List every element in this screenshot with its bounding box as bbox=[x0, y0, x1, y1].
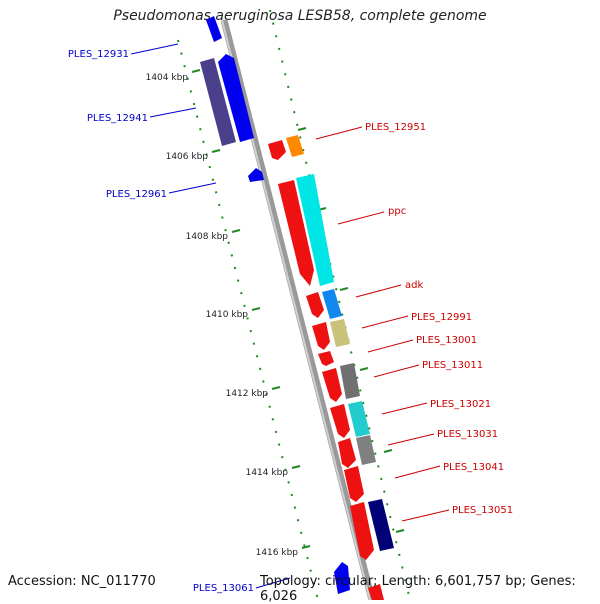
gene-label[interactable]: PLES_12951 bbox=[365, 122, 426, 133]
tick-label: 1408 kbp bbox=[186, 232, 229, 242]
gene-arrow-ples13061[interactable] bbox=[334, 562, 350, 594]
leader-line bbox=[401, 509, 450, 522]
gene-label[interactable]: PLES_12941 bbox=[87, 113, 148, 124]
gene-label[interactable]: PLES_13051 bbox=[452, 505, 513, 516]
gene-label[interactable]: PLES_13031 bbox=[437, 429, 498, 440]
gene-label[interactable]: PLES_12991 bbox=[411, 312, 472, 323]
gene-arrow-top[interactable] bbox=[206, 16, 222, 42]
gene-arrow-ples13031[interactable] bbox=[338, 438, 356, 468]
gene-arrow-ples13001[interactable] bbox=[318, 351, 334, 366]
gene-arrow-bottom[interactable] bbox=[368, 584, 384, 600]
gene-arrow-ppc[interactable] bbox=[278, 180, 314, 286]
gene-label[interactable]: PLES_13011 bbox=[422, 360, 483, 371]
tick-mark bbox=[383, 449, 393, 453]
gene-arrow-adk[interactable] bbox=[306, 292, 324, 318]
gene-labels: PLES_12931 PLES_12941 PLES_12961 PLES_13061… bbox=[68, 43, 513, 594]
forward-strand-genes bbox=[268, 135, 394, 600]
gene-arrow-ples12961[interactable] bbox=[248, 168, 264, 182]
tick-label: 1404 kbp bbox=[146, 73, 189, 83]
tick-labels: 1404 kbp 1406 kbp 1408 kbp 1410 kbp 1412 kbp… bbox=[146, 73, 299, 558]
gene-label[interactable]: ppc bbox=[388, 206, 406, 217]
leader-line bbox=[361, 315, 409, 329]
tick-mark bbox=[251, 307, 261, 311]
tick-mark bbox=[359, 367, 369, 371]
gene-arrow-navy[interactable] bbox=[368, 499, 394, 551]
tick-mark bbox=[191, 69, 201, 73]
gene-label[interactable]: PLES_12931 bbox=[68, 49, 129, 60]
gene-arrow-ples12941[interactable] bbox=[218, 54, 254, 142]
gene-arrow-ples12951[interactable] bbox=[268, 140, 286, 160]
gene-arrow-gray2[interactable] bbox=[356, 435, 376, 465]
gene-arrow-gray1[interactable] bbox=[340, 363, 360, 399]
gene-arrow-khaki[interactable] bbox=[330, 319, 350, 347]
leader-line bbox=[315, 126, 363, 140]
tick-label: 1412 kbp bbox=[226, 389, 269, 399]
gene-label[interactable]: PLES_13021 bbox=[430, 399, 491, 410]
reverse-strand-genes bbox=[200, 16, 350, 594]
gene-label[interactable]: PLES_13001 bbox=[416, 335, 477, 346]
leader-line bbox=[367, 339, 414, 353]
leader-line bbox=[149, 107, 197, 118]
tick-marks bbox=[191, 69, 405, 549]
leader-line bbox=[168, 182, 217, 194]
leader-line bbox=[394, 465, 441, 479]
leader-line bbox=[355, 284, 402, 298]
tick-mark bbox=[339, 287, 349, 291]
leader-line bbox=[255, 577, 291, 589]
accession-text: Accession: NC_011770 bbox=[8, 574, 156, 589]
gene-arrow-ples13021[interactable] bbox=[330, 404, 350, 438]
tick-label: 1410 kbp bbox=[206, 310, 249, 320]
gene-arrow-ples13041[interactable] bbox=[344, 466, 364, 502]
leader-line bbox=[387, 433, 435, 446]
tick-mark bbox=[297, 127, 307, 131]
gene-arrow-ples12991[interactable] bbox=[312, 322, 330, 350]
leader-line bbox=[337, 211, 385, 225]
gene-arrow-ples12931[interactable] bbox=[200, 58, 236, 146]
tick-label: 1414 kbp bbox=[246, 468, 289, 478]
tick-mark bbox=[301, 545, 311, 549]
tick-label: 1406 kbp bbox=[166, 152, 209, 162]
tick-mark bbox=[271, 386, 281, 390]
tick-mark bbox=[231, 229, 241, 233]
genome-axis bbox=[220, 19, 376, 600]
leader-line bbox=[381, 402, 428, 415]
gene-label[interactable]: PLES_12961 bbox=[106, 189, 167, 200]
gene-label[interactable]: adk bbox=[405, 280, 423, 291]
gene-arrow-teal[interactable] bbox=[348, 401, 370, 437]
gene-arrow-orange[interactable] bbox=[286, 135, 304, 157]
tick-mark bbox=[291, 465, 301, 469]
tick-rail-left bbox=[177, 39, 319, 600]
tick-mark bbox=[395, 529, 405, 533]
tick-label: 1416 kbp bbox=[256, 548, 299, 558]
tick-mark bbox=[211, 149, 221, 153]
gene-arrow-cyan[interactable] bbox=[296, 174, 334, 286]
gene-label[interactable]: PLES_13041 bbox=[443, 462, 504, 473]
gene-arrow-ples13011[interactable] bbox=[322, 368, 342, 402]
gene-arrow-sky[interactable] bbox=[322, 289, 342, 319]
leader-line bbox=[130, 43, 179, 55]
leader-line bbox=[373, 364, 420, 378]
gene-arrow-ples13051[interactable] bbox=[350, 502, 374, 560]
gene-label[interactable]: PLES_13061 bbox=[193, 583, 254, 594]
tick-rail-right bbox=[269, 9, 411, 600]
